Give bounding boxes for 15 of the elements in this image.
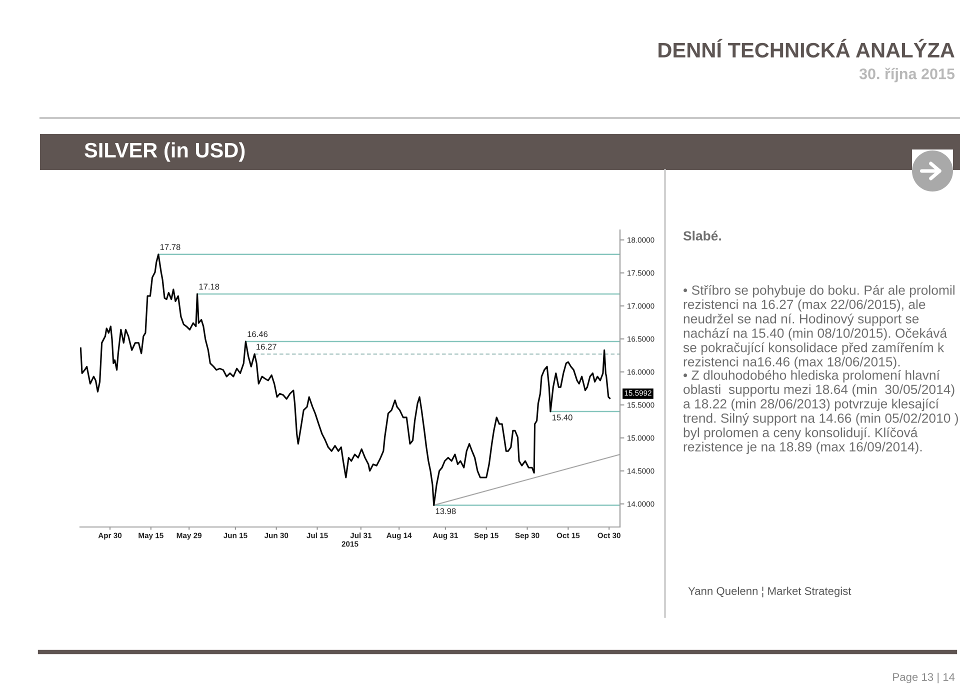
line-series [80, 254, 611, 506]
text: 30. října 2015 [859, 68, 955, 82]
chart-title: SILVER (in USD) [84, 142, 245, 162]
ref-line-label: 17.78 [160, 244, 180, 250]
ref-line-label: 16.27 [256, 344, 276, 350]
ref-line-label: 15.40 [552, 414, 572, 420]
ref-line-label: 17.18 [199, 284, 220, 290]
text: Slabé. [683, 230, 721, 241]
text: DENNÍ TECHNICKÁ ANALÝZA [658, 38, 954, 58]
ref-line-label: 16.46 [248, 331, 268, 338]
text: Yann Quelenn ¦ Market Strategist [688, 586, 852, 598]
text: • Z dlouhodobého hlediska prolomení hlavní oblasti supportu mezi 18.64 (min 30/05/2014) a 18.22 (min 28/06/2013) potvrzuje klesající trend. Silný support na 14.66 (min 05/02/2010 ) byl prolomen a ceny konsolidují. Klíčová rezistence je na 18.89 (max 16/09/2014). [683, 370, 958, 454]
ref-line-label: 13.98 [436, 508, 456, 514]
text: • Stříbro se pohybuje do boku. Pár ale prolomil rezistenci na 16.27 (max 22/06/2015), ale neudržel se nad ní. Hodinový support se nachází na 15.40 (min 08/10/2015). Očekává se pokračující konsolidace před zamířením k rezistenci na16.46 (max 18/06/2015). [683, 285, 954, 370]
text: Page 13 | 14 [893, 672, 955, 684]
